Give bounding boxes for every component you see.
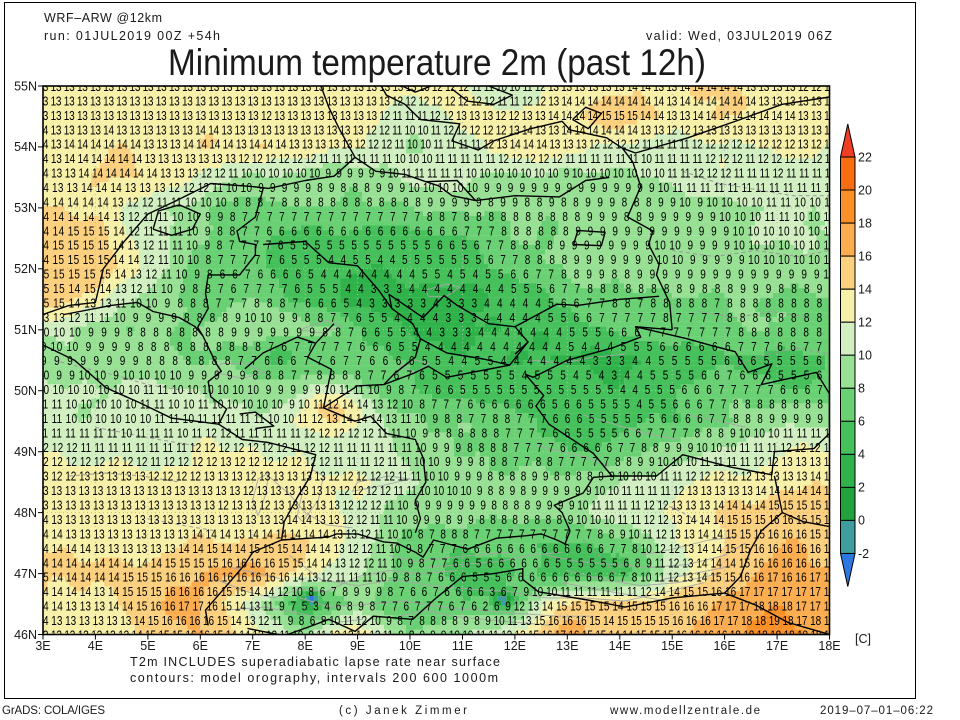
svg-text:55N: 55N (14, 79, 37, 93)
svg-text:15 15 15 15 15 14 13 12 11 10: 15 15 15 15 15 14 13 12 11 10 9 8 6 6 7 … (38, 269, 835, 282)
svg-text:9E: 9E (350, 639, 365, 653)
svg-text:(c) Janek Zimmer: (c) Janek Zimmer (339, 705, 467, 717)
svg-text:2: 2 (858, 481, 865, 495)
svg-text:valid: Wed, 03JUL2019 06Z: valid: Wed, 03JUL2019 06Z (646, 29, 832, 43)
svg-text:4: 4 (858, 448, 865, 462)
svg-text:6E: 6E (193, 639, 208, 653)
svg-text:53N: 53N (14, 201, 37, 215)
svg-text:14 14 15 15 15 14 12 11 11 11: 14 14 15 15 15 14 12 11 11 11 10 9 8 8 7… (38, 225, 836, 238)
svg-text:13 13 13 13 13 13 13 13 13 13: 13 13 13 13 13 13 13 13 13 13 13 13 13 1… (38, 500, 836, 513)
svg-text:52N: 52N (14, 262, 37, 276)
svg-text:14E: 14E (609, 639, 631, 653)
svg-text:18E: 18E (818, 639, 840, 653)
svg-text:12: 12 (858, 316, 872, 330)
svg-text:11 11 11 11 11 11 10 11 11 11: 11 11 11 11 11 11 10 11 11 11 10 11 12 1… (38, 427, 835, 440)
svg-text:14 14 14 14 14 14 14 14 14 15: 14 14 14 14 14 14 14 14 14 15 15 15 15 1… (38, 557, 836, 570)
svg-text:9 9 9 9 9 9 9 9 8 8: 9 9 9 9 9 9 9 9 8 8 8 8 8 8 8 7 7 6 6 6 … (38, 355, 836, 368)
svg-text:6: 6 (858, 415, 865, 429)
svg-text:16E: 16E (713, 639, 735, 653)
svg-text:10 10 10 10 10 10 10 11 11 10: 10 10 10 10 10 10 10 11 11 10 10 10 10 1… (38, 384, 836, 397)
svg-text:13 13 13 13 13 13 13 13 13 13: 13 13 13 13 13 13 13 13 13 13 13 13 13 1… (38, 110, 836, 123)
svg-text:[C]: [C] (855, 632, 871, 646)
svg-text:14 13 14 14 14 14 14 14 13 13: 14 13 14 14 14 14 14 14 13 13 13 14 14 1… (38, 139, 836, 152)
svg-text:14 14 14 14 14 13 12 11 11 10: 14 14 14 14 14 13 12 11 11 10 10 9 9 8 7… (38, 211, 836, 224)
svg-text:3E: 3E (35, 639, 50, 653)
svg-text:www.modellzentrale.de: www.modellzentrale.de (609, 705, 760, 717)
svg-text:0: 0 (858, 514, 865, 528)
svg-text:14 13 13 14 14 14 14 14 14 13: 14 13 13 14 14 14 14 14 14 13 13 13 12 1… (38, 168, 836, 181)
svg-text:5E: 5E (140, 639, 155, 653)
svg-text:13 13 13 13 13 13 13 13 13 13: 13 13 13 13 13 13 13 13 13 13 13 13 13 1… (38, 95, 835, 108)
svg-text:10E: 10E (399, 639, 421, 653)
svg-text:15 14 14 14 14 14 15 15 15 16: 15 14 14 14 14 14 15 15 15 16 16 16 16 1… (38, 572, 836, 585)
svg-text:13E: 13E (556, 639, 578, 653)
svg-text:16: 16 (858, 249, 872, 263)
svg-text:51N: 51N (14, 323, 37, 337)
svg-text:11E: 11E (452, 639, 473, 653)
svg-text:48N: 48N (14, 506, 37, 520)
svg-text:14 13 13 13 13 13 13 13 13 13: 14 13 13 13 13 13 13 13 13 13 13 13 13 1… (38, 514, 836, 527)
svg-text:14 14 14 14 13 13 13 13 13 13: 14 14 14 14 13 13 13 13 13 13 14 14 15 1… (38, 543, 836, 556)
svg-text:13 13 13 13 13 13 13 14 15 15: 13 13 13 13 13 13 13 14 15 15 15 16 16 1… (38, 629, 836, 642)
svg-text:7E: 7E (245, 639, 260, 653)
svg-text:T2m INCLUDES superadiabatic la: T2m INCLUDES superadiabatic lapse rate n… (130, 655, 500, 669)
svg-text:17E: 17E (766, 639, 788, 653)
svg-text:9 10 10 9 9 9 9 8 8 8: 9 10 10 9 9 9 9 8 8 8 8 8 8 8 8 8 8 7 6 … (38, 341, 836, 354)
svg-text:49N: 49N (14, 445, 37, 459)
svg-text:12 12 12 12 12 12 12 12 11 12: 12 12 12 12 12 12 12 12 11 12 12 12 12 1… (38, 456, 836, 469)
svg-text:10 10 10 9 9 9 8 8 8 8: 10 10 10 9 9 9 8 8 8 8 8 8 8 8 9 9 9 9 9… (38, 326, 835, 339)
svg-text:15 15 14 13 13 11 10 10 9 8: 15 15 14 13 13 11 10 10 9 8 8 8 7 7 7 8 … (38, 297, 836, 310)
svg-text:Minimum temperature 2m (past 1: Minimum temperature 2m (past 12h) (168, 42, 706, 83)
svg-text:14: 14 (858, 283, 872, 297)
svg-text:54N: 54N (14, 140, 37, 154)
svg-text:11 11 10 10 10 10 10 11 11 10: 11 11 10 10 10 10 10 11 11 10 10 11 10 1… (38, 398, 836, 411)
svg-text:47N: 47N (14, 567, 37, 581)
svg-text:46N: 46N (14, 628, 37, 642)
svg-text:14 15 15 15 15 14 13 12 11 11: 14 15 15 15 15 14 13 12 11 11 10 9 8 7 7… (38, 240, 835, 253)
svg-text:WRF–ARW @12km: WRF–ARW @12km (44, 11, 162, 25)
svg-text:14 14 13 13 13 14 14 15 16 16: 14 14 13 13 13 14 14 15 16 16 17 17 16 1… (38, 601, 836, 614)
svg-text:14 14 14 14 14 13 12 12 11 11: 14 14 14 14 14 13 12 12 11 11 10 10 10 8… (38, 196, 835, 209)
svg-text:-2: -2 (858, 547, 869, 561)
svg-text:14 13 13 13 13 14 13 13 13 13: 14 13 13 13 13 14 13 13 13 13 13 13 14 1… (38, 124, 835, 137)
svg-text:12 12 12 11 11 11 11 11 11 11: 12 12 12 11 11 11 11 11 11 11 11 12 12 1… (38, 442, 835, 455)
svg-text:14 13 13 14 14 14 13 13 13 12: 14 13 13 14 14 14 13 13 13 12 12 12 11 1… (38, 182, 835, 195)
svg-text:4E: 4E (88, 639, 103, 653)
svg-text:12E: 12E (504, 639, 526, 653)
svg-text:13 12 12 13 13 13 13 13 12 12: 13 12 12 13 13 13 13 13 12 12 12 12 13 1… (38, 471, 836, 484)
svg-text:20: 20 (858, 183, 872, 197)
svg-text:18: 18 (858, 216, 872, 230)
svg-text:8: 8 (858, 382, 865, 396)
svg-text:2019–07–01–06:22: 2019–07–01–06:22 (820, 705, 933, 717)
svg-text:14 13 13 13 13 13 13 14 15 16: 14 13 13 13 13 13 13 14 15 16 16 16 16 1… (38, 615, 836, 628)
svg-text:50N: 50N (14, 384, 37, 398)
svg-text:14 14 14 14 13 14 15 15 15 16: 14 14 14 14 13 14 15 15 15 16 16 16 16 1… (38, 586, 836, 599)
svg-text:14 14 13 13 13 13 13 13 13 13: 14 14 13 13 13 13 13 13 13 13 13 14 14 1… (38, 528, 836, 541)
svg-text:13 13 13 13 13 13 13 13 13 13: 13 13 13 13 13 13 13 13 13 13 13 13 13 1… (38, 485, 836, 498)
svg-text:14 13 14 14 14 14 14 14 13 13: 14 13 14 14 14 14 14 14 13 13 13 13 13 1… (38, 153, 836, 166)
svg-text:11 11 10 10 10 10 10 10 11 11: 11 11 10 10 10 10 10 10 11 11 10 11 11 1… (38, 413, 836, 426)
svg-text:14 15 15 15 15 14 14 12 11 10: 14 15 15 15 15 14 14 12 11 10 10 8 7 7 7… (38, 254, 836, 267)
svg-text:run: 01JUL2019 00Z +54h: run: 01JUL2019 00Z +54h (44, 29, 220, 43)
svg-text:GrADS: COLA/IGES: GrADS: COLA/IGES (2, 705, 105, 717)
svg-text:contours: model orography, int: contours: model orography, intervals 200… (130, 671, 498, 685)
svg-text:15 15 14 15 14 13 12 11 10 9: 15 15 14 15 14 13 12 11 10 9 8 8 7 6 7 7… (38, 283, 835, 296)
svg-text:13 13 12 11 11 10 9 9 9 9: 13 13 12 11 11 10 9 9 9 9 8 8 8 8 9 10 1… (38, 312, 835, 325)
svg-text:15E: 15E (661, 639, 683, 653)
svg-text:10: 10 (858, 349, 872, 363)
svg-text:8E: 8E (298, 639, 313, 653)
svg-text:13 13 13 13 13 13 13 13 13 13: 13 13 13 13 13 13 13 13 13 13 13 13 13 1… (38, 81, 836, 94)
svg-text:10 9 9 10 10 9 10 10 10 10: 10 9 9 10 10 9 10 10 10 10 9 9 9 9 9 8 8… (38, 370, 835, 383)
svg-text:22: 22 (858, 150, 872, 164)
